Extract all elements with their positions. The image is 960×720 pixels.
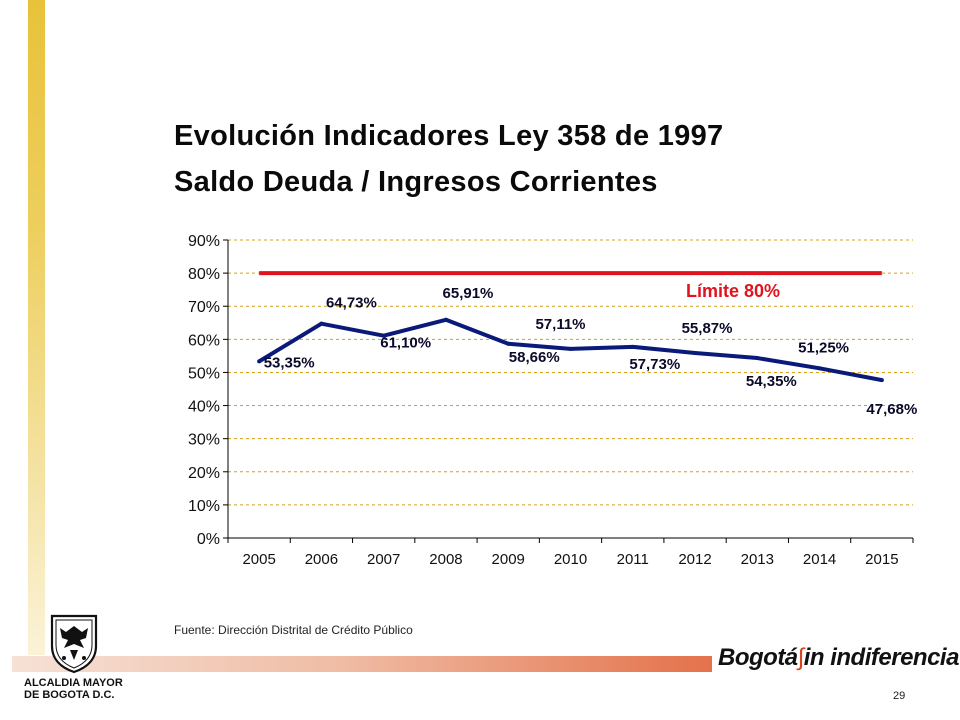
y-tick-label: 20% (188, 465, 220, 482)
x-tick-label: 2013 (741, 551, 774, 568)
data-label: 65,91% (443, 285, 494, 302)
x-tick-label: 2015 (865, 551, 898, 568)
data-point (257, 359, 262, 364)
title-line-1: Evolución Indicadores Ley 358 de 1997 (174, 120, 724, 152)
y-tick-label: 40% (188, 399, 220, 416)
page-number: 29 (893, 690, 906, 702)
x-tick-label: 2008 (429, 551, 462, 568)
data-point (879, 378, 884, 383)
data-label: 57,11% (535, 316, 585, 333)
data-label: 58,66% (509, 349, 560, 366)
x-tick-label: 2010 (554, 551, 587, 568)
data-label: 51,25% (798, 339, 849, 356)
brand-left-text: Bogotá (718, 644, 798, 671)
data-label: 53,35% (264, 354, 315, 371)
y-tick-label: 60% (188, 332, 220, 349)
y-tick-label: 50% (188, 365, 220, 382)
data-point (755, 356, 760, 361)
x-tick-label: 2006 (305, 551, 338, 568)
data-point (568, 346, 573, 351)
y-tick-label: 80% (188, 266, 220, 283)
org-line-2: DE BOGOTA D.C. (24, 689, 115, 701)
data-label: 54,35% (746, 373, 797, 390)
x-tick-label: 2005 (242, 551, 275, 568)
y-tick-label: 0% (197, 531, 220, 548)
brand-logo: Bogotá∫in indiferencia (712, 644, 960, 672)
source-note: Fuente: Dirección Distrital de Crédito P… (174, 623, 413, 637)
bogota-crest-icon (50, 614, 98, 674)
data-label: 64,73% (326, 295, 377, 312)
data-point (319, 321, 324, 326)
x-tick-label: 2009 (492, 551, 525, 568)
data-point (506, 341, 511, 346)
decorative-side-bar (28, 0, 45, 655)
y-tick-label: 70% (188, 299, 220, 316)
data-label: 61,10% (380, 335, 431, 352)
org-line-1: ALCALDIA MAYOR (24, 677, 123, 689)
data-label: 55,87% (682, 320, 733, 337)
brand-slash-icon: ∫ (797, 644, 805, 671)
data-point (693, 351, 698, 356)
y-tick-label: 30% (188, 432, 220, 449)
slide-title: Evolución Indicadores Ley 358 de 1997 Sa… (174, 113, 914, 205)
organization-name: ALCALDIA MAYOR DE BOGOTA D.C. (24, 677, 123, 701)
brand-right-text: in indiferencia (803, 644, 960, 671)
limit-annotation: Límite 80% (686, 281, 780, 301)
x-tick-label: 2014 (803, 551, 836, 568)
x-tick-label: 2007 (367, 551, 400, 568)
data-point (817, 366, 822, 371)
x-tick-label: 2011 (617, 551, 649, 568)
x-tick-label: 2012 (678, 551, 711, 568)
data-point (630, 344, 635, 349)
data-point (443, 317, 448, 322)
title-line-2: Saldo Deuda / Ingresos Corrientes (174, 166, 658, 198)
y-tick-label: 90% (188, 233, 220, 250)
data-point (381, 333, 386, 338)
data-label: 47,68% (866, 401, 917, 418)
y-tick-label: 10% (188, 498, 220, 515)
data-label: 57,73% (629, 356, 680, 373)
